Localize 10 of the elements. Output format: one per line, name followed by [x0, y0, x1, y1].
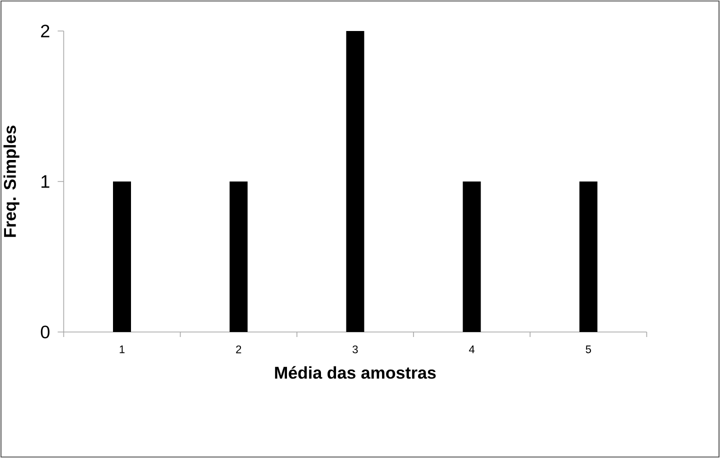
y-tick-label: 2: [41, 24, 50, 38]
y-tick-label: 1: [42, 175, 50, 188]
y-tick-label: 0: [40, 326, 50, 338]
x-tick-label: 2: [236, 346, 242, 354]
x-tick-label: 5: [586, 346, 591, 354]
x-tick-label: 4: [468, 346, 475, 354]
y-axis-title: Freq. Simples: [3, 126, 20, 237]
x-tick-label: 1: [120, 346, 125, 354]
x-axis-title: Média das amostras: [275, 366, 436, 379]
x-tick-label: 3: [352, 346, 358, 354]
